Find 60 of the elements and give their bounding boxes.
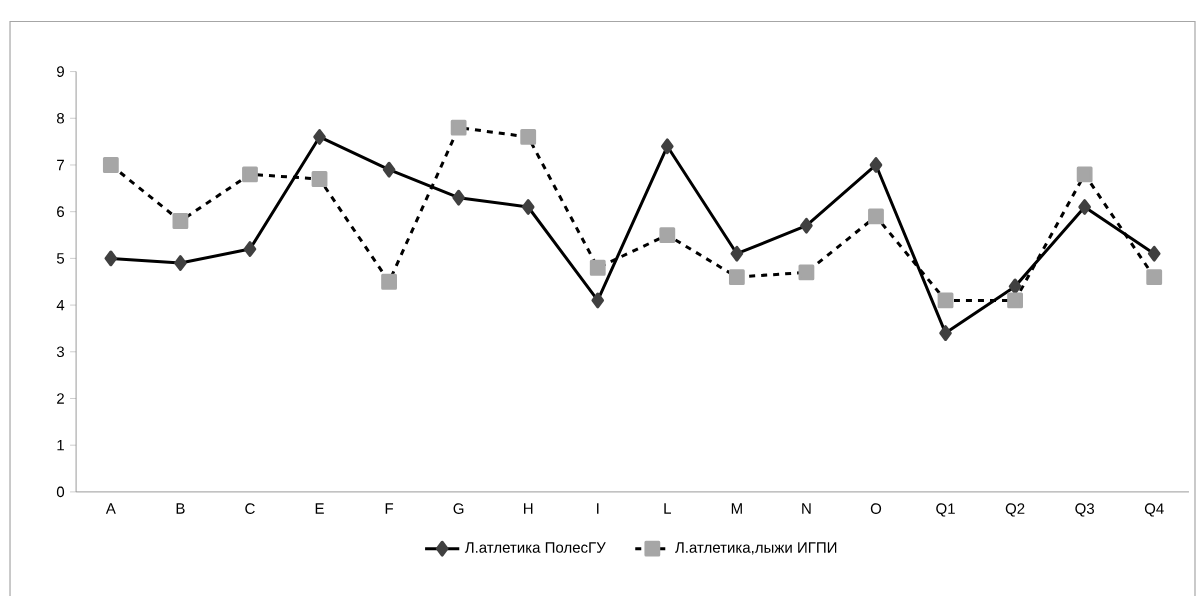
y-tick-label: 9 bbox=[57, 66, 64, 77]
point bbox=[311, 171, 328, 187]
point bbox=[381, 273, 397, 290]
point bbox=[728, 269, 745, 285]
point bbox=[939, 325, 952, 342]
point bbox=[1078, 199, 1091, 215]
point bbox=[1008, 278, 1022, 295]
x-tick-label: H bbox=[524, 503, 533, 514]
y-tick-label: 3 bbox=[56, 346, 65, 358]
point bbox=[102, 157, 119, 173]
x-tick-label: A bbox=[105, 503, 116, 514]
y-tick-label: 5 bbox=[56, 253, 65, 264]
x-tick-label: L bbox=[664, 503, 671, 514]
point bbox=[591, 292, 605, 309]
point bbox=[659, 227, 676, 243]
point bbox=[661, 138, 674, 155]
point bbox=[1007, 292, 1023, 309]
y-tick-label: 8 bbox=[56, 112, 65, 124]
x-tick-label: O bbox=[870, 503, 882, 514]
point bbox=[869, 157, 883, 173]
y-tick-label: 4 bbox=[56, 299, 65, 311]
x-tick-label: Q3 bbox=[1075, 503, 1095, 517]
point bbox=[520, 129, 537, 145]
point bbox=[1146, 269, 1163, 285]
x-tick-label: F bbox=[385, 503, 394, 514]
point bbox=[243, 241, 257, 257]
x-tick-label: Q4 bbox=[1144, 503, 1164, 517]
point bbox=[450, 119, 467, 136]
point bbox=[242, 166, 258, 183]
point bbox=[1147, 245, 1161, 262]
x-tick-label: Q1 bbox=[936, 503, 955, 517]
legend-label: Л.атлетика,лыжи ИГПИ bbox=[675, 542, 837, 555]
x-tick-label: Q2 bbox=[1005, 503, 1025, 517]
x-tick-label: E bbox=[315, 503, 324, 514]
point bbox=[452, 189, 465, 206]
point bbox=[800, 217, 813, 234]
point bbox=[868, 208, 884, 225]
x-tick-label: C bbox=[245, 503, 255, 514]
legend-label: Л.атлетика ПолесГУ bbox=[464, 542, 606, 553]
x-tick-label: G bbox=[453, 503, 464, 514]
y-tick-label: 7 bbox=[57, 159, 64, 171]
x-tick-label: B bbox=[176, 503, 185, 514]
point bbox=[521, 199, 535, 215]
point bbox=[104, 250, 118, 267]
y-tick-label: 1 bbox=[57, 440, 64, 451]
point bbox=[172, 213, 189, 229]
x-tick-label: N bbox=[802, 503, 811, 514]
x-tick-label: M bbox=[731, 503, 742, 514]
y-tick-label: 0 bbox=[56, 486, 65, 498]
point bbox=[730, 245, 744, 262]
point bbox=[937, 292, 954, 309]
y-tick-label: 2 bbox=[57, 393, 64, 404]
point bbox=[313, 129, 326, 145]
y-tick-label: 6 bbox=[57, 206, 65, 218]
point bbox=[174, 255, 187, 271]
point bbox=[1076, 166, 1093, 183]
point bbox=[589, 259, 606, 276]
x-tick-label: I bbox=[597, 503, 599, 514]
point bbox=[382, 161, 396, 178]
point bbox=[798, 264, 815, 281]
